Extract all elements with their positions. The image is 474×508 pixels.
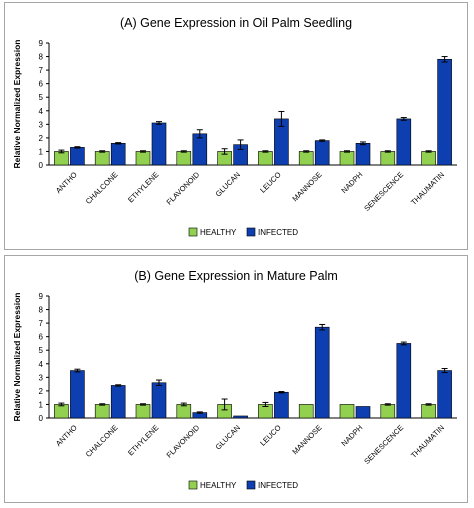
chart-b-bar-healthy-flavonoid bbox=[176, 404, 192, 419]
chart-a-y-axis-label: Relative Normalized Expression bbox=[12, 40, 22, 169]
chart-b-bar-healthy-antho bbox=[54, 404, 69, 419]
chart-a-y-tick-label: 1 bbox=[39, 147, 44, 156]
chart-a-bar-healthy-nadph bbox=[339, 151, 355, 166]
chart-b-x-tick-label: SENESCENCE bbox=[362, 423, 405, 466]
chart-a-bar-healthy-mannose bbox=[298, 151, 314, 166]
chart-b-x-tick-label: FLAVONOID bbox=[165, 423, 202, 460]
chart-b-x-tick-label: ANTHO bbox=[54, 423, 79, 448]
chart-b-y-tick-label: 3 bbox=[39, 373, 44, 382]
chart-a-x-tick-label: THAUMATIN bbox=[409, 170, 446, 207]
chart-a-plot: Relative Normalized Expression 0 1 2 3 4 5 6 7 8 9… bbox=[12, 39, 457, 213]
chart-b-bar-healthy-thaumatin bbox=[421, 404, 436, 419]
chart-b-y-tick-label: 0 bbox=[39, 414, 44, 423]
chart-b-bar-infected-glucan bbox=[233, 415, 248, 419]
chart-panel-b: (B) Gene Expression in Mature Palm Relat… bbox=[4, 255, 468, 503]
chart-a-x-tick-label: MANNOSE bbox=[290, 170, 323, 203]
chart-b-x-tick-label: CHALCONE bbox=[84, 423, 120, 459]
chart-a-x-tick-label: ANTHO bbox=[54, 170, 79, 195]
chart-b-bar-infected-thaumatin bbox=[437, 370, 452, 419]
chart-a-legend-swatch-healthy bbox=[188, 227, 198, 237]
chart-a-bar-infected-thaumatin bbox=[437, 58, 452, 166]
chart-a-bar-healthy-senescence bbox=[380, 151, 396, 166]
chart-a-x-tick-label: ETHYLENE bbox=[126, 170, 160, 204]
chart-b-bar-healthy-nadph bbox=[339, 404, 355, 419]
chart-b-x-tick-label: MANNOSE bbox=[290, 423, 323, 456]
chart-b-y-tick-label: 9 bbox=[39, 292, 44, 301]
chart-b-svg: (B) Gene Expression in Mature Palm Relat… bbox=[12, 269, 457, 490]
chart-a-bar-healthy-leuco bbox=[258, 151, 273, 166]
chart-b-bar-healthy-ethylene bbox=[135, 404, 151, 419]
chart-a-y-tick-label: 9 bbox=[39, 39, 44, 48]
chart-a-y-tick-label: 8 bbox=[39, 53, 44, 62]
chart-b-bar-infected-antho bbox=[70, 370, 85, 419]
chart-a-legend: HEALTHY INFECTED bbox=[188, 227, 298, 237]
chart-b-bar-infected-senescence bbox=[396, 343, 412, 419]
chart-a-title: (A) Gene Expression in Oil Palm Seedling bbox=[120, 16, 352, 30]
chart-b-legend-label-healthy: HEALTHY bbox=[200, 481, 237, 490]
chart-b-bar-infected-ethylene bbox=[151, 382, 167, 419]
chart-a-y-tick-label: 0 bbox=[39, 161, 44, 170]
chart-b-legend: HEALTHY INFECTED bbox=[188, 480, 298, 490]
chart-b-bar-infected-mannose bbox=[314, 326, 330, 419]
chart-b-bar-healthy-chalcone bbox=[94, 404, 110, 419]
chart-a-x-tick-label: NADPH bbox=[339, 170, 364, 195]
chart-a-y-tick-label: 4 bbox=[39, 107, 44, 116]
chart-a-y-tick-label: 3 bbox=[39, 120, 44, 129]
chart-a-bar-healthy-thaumatin bbox=[421, 151, 436, 166]
chart-b-y-axis-label: Relative Normalized Expression bbox=[12, 293, 22, 422]
chart-a-bar-healthy-chalcone bbox=[94, 151, 110, 166]
chart-b-title: (B) Gene Expression in Mature Palm bbox=[134, 269, 338, 283]
chart-a-bar-infected-flavonoid bbox=[192, 133, 208, 166]
chart-b-x-tick-label: GLUCAN bbox=[214, 423, 242, 451]
chart-b-legend-label-infected: INFECTED bbox=[258, 481, 298, 490]
chart-a-bar-healthy-antho bbox=[54, 151, 69, 166]
chart-b-y-tick-label: 6 bbox=[39, 333, 44, 342]
chart-b-y-tick-label: 7 bbox=[39, 319, 44, 328]
chart-panel-a: (A) Gene Expression in Oil Palm Seedling… bbox=[4, 2, 468, 250]
chart-a-x-tick-label: SENESCENCE bbox=[362, 170, 405, 213]
chart-b-bar-infected-chalcone bbox=[110, 385, 126, 419]
chart-b-y-tick-label: 5 bbox=[39, 346, 44, 355]
chart-a-x-tick-label: LEUCO bbox=[258, 170, 283, 195]
chart-b-x-tick-label: LEUCO bbox=[258, 423, 283, 448]
chart-a-x-tick-label: GLUCAN bbox=[214, 170, 242, 198]
chart-b-x-tick-label: NADPH bbox=[339, 423, 364, 448]
chart-a-y-tick-label: 7 bbox=[39, 66, 44, 75]
chart-b-y-tick-label: 2 bbox=[39, 387, 44, 396]
chart-a-svg: (A) Gene Expression in Oil Palm Seedling… bbox=[12, 16, 457, 237]
chart-b-x-tick-label: THAUMATIN bbox=[409, 423, 446, 460]
chart-a-bar-infected-antho bbox=[70, 147, 85, 166]
chart-a-bar-infected-senescence bbox=[396, 118, 412, 166]
chart-b-bar-healthy-senescence bbox=[380, 404, 396, 419]
chart-a-y-tick-label: 2 bbox=[39, 134, 44, 143]
chart-b-plot: Relative Normalized Expression 0 1 2 3 4 5 6 7 8 9… bbox=[12, 292, 457, 466]
chart-b-x-tick-label: ETHYLENE bbox=[126, 423, 160, 457]
chart-b-legend-swatch-infected bbox=[246, 480, 256, 490]
chart-b-y-tick-label: 1 bbox=[39, 400, 44, 409]
chart-a-legend-swatch-infected bbox=[246, 227, 256, 237]
chart-b-bar-healthy-mannose bbox=[298, 404, 314, 419]
chart-b-y-tick-label: 8 bbox=[39, 306, 44, 315]
chart-a-bar-infected-mannose bbox=[314, 140, 330, 166]
chart-a-legend-label-healthy: HEALTHY bbox=[200, 228, 237, 237]
chart-a-bar-healthy-flavonoid bbox=[176, 151, 192, 166]
chart-a-y-tick-label: 6 bbox=[39, 80, 44, 89]
chart-a-bar-infected-nadph bbox=[355, 143, 371, 166]
chart-b-y-tick-label: 4 bbox=[39, 360, 44, 369]
chart-a-x-tick-label: CHALCONE bbox=[84, 170, 120, 206]
chart-a-legend-label-infected: INFECTED bbox=[258, 228, 298, 237]
chart-a-x-tick-label: FLAVONOID bbox=[165, 170, 202, 207]
chart-b-bar-infected-nadph bbox=[355, 406, 371, 419]
chart-a-y-tick-label: 5 bbox=[39, 93, 44, 102]
chart-b-legend-swatch-healthy bbox=[188, 480, 198, 490]
chart-a-bar-healthy-ethylene bbox=[135, 151, 151, 166]
chart-b-bar-infected-leuco bbox=[274, 391, 289, 419]
chart-a-bar-infected-chalcone bbox=[110, 143, 126, 166]
chart-a-bar-infected-ethylene bbox=[151, 122, 167, 166]
